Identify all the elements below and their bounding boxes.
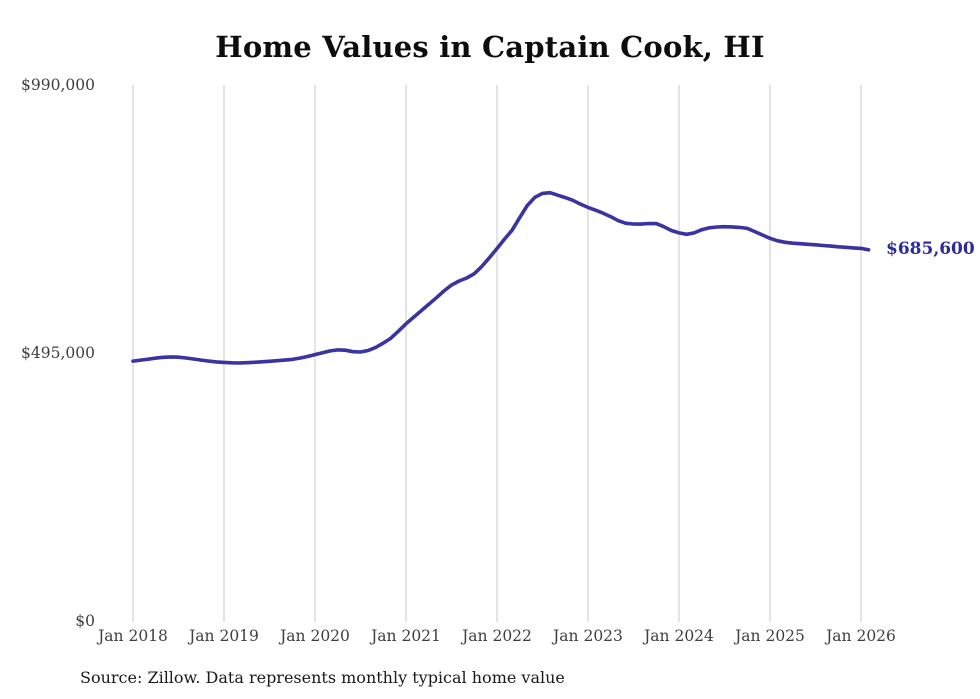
x-tick-label: Jan 2018 xyxy=(98,627,168,645)
x-tick-label: Jan 2023 xyxy=(553,627,623,645)
y-tick-label: $495,000 xyxy=(21,344,95,362)
y-tick-label: $990,000 xyxy=(21,76,95,94)
y-tick-label: $0 xyxy=(75,612,95,630)
x-tick-label: Jan 2022 xyxy=(462,627,532,645)
x-tick-label: Jan 2020 xyxy=(280,627,350,645)
x-tick-label: Jan 2026 xyxy=(826,627,896,645)
x-tick-label: Jan 2021 xyxy=(371,627,441,645)
current-value-label: $685,600 xyxy=(886,238,975,259)
source-note: Source: Zillow. Data represents monthly … xyxy=(80,668,565,687)
home-value-line xyxy=(131,190,871,365)
x-tick-label: Jan 2019 xyxy=(189,627,259,645)
x-tick-label: Jan 2025 xyxy=(735,627,805,645)
x-tick-label: Jan 2024 xyxy=(644,627,714,645)
chart-title: Home Values in Captain Cook, HI xyxy=(215,30,765,64)
